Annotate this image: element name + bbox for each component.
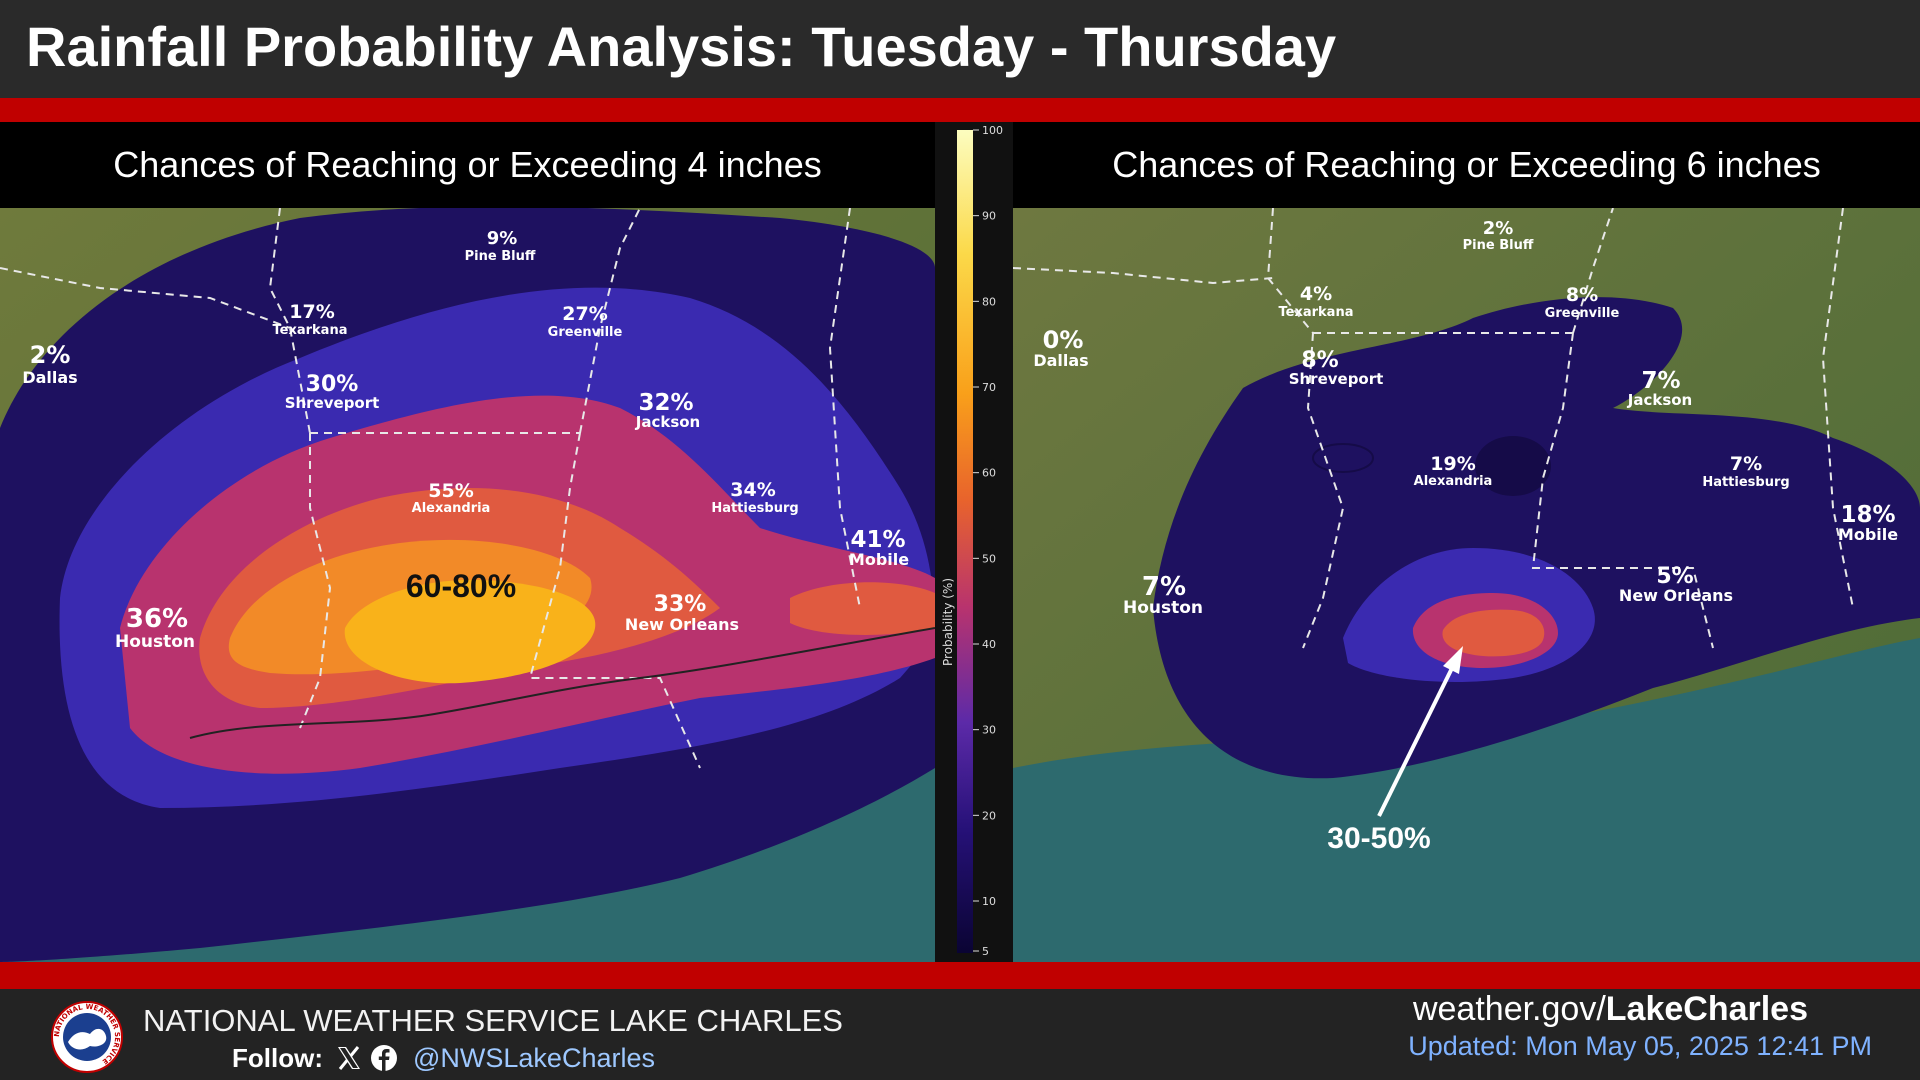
website-prefix: weather.gov/: [1412, 990, 1606, 1028]
bottom-red-band: [0, 962, 1920, 989]
max-probability-label: 30-50%: [1327, 822, 1430, 855]
city-pct: 8%: [1301, 348, 1338, 373]
arrow-head: [1443, 646, 1463, 674]
state-borders: [1013, 208, 1854, 649]
city-pct: 5%: [1656, 564, 1693, 589]
cloud-icon: [68, 1028, 107, 1050]
legend-tick-label: 40: [982, 638, 996, 651]
city-pct: 33%: [654, 592, 707, 617]
city-name: Pine Bluff: [465, 249, 536, 264]
city-pct: 2%: [30, 341, 71, 369]
city-pct: 0%: [1043, 326, 1084, 354]
prob-zone-5-20: [1153, 297, 1920, 779]
updated-timestamp: Updated: Mon May 05, 2025 12:41 PM: [1408, 1031, 1872, 1061]
website-office: LakeCharles: [1605, 990, 1808, 1028]
city-pct: 19%: [1430, 453, 1475, 475]
city-name: Shreveport: [1289, 370, 1384, 388]
city-name: Pine Bluff: [1463, 238, 1534, 253]
city-pct: 41%: [850, 527, 905, 553]
prob-zone-hole: [1312, 443, 1374, 473]
city-pct: 36%: [126, 604, 188, 634]
city-name: Greenville: [548, 325, 623, 340]
facebook-icon[interactable]: [370, 1044, 398, 1072]
city-pct: 34%: [730, 479, 775, 501]
legend-tick-label: 60: [982, 467, 996, 480]
right-panel-subtitle: Chances of Reaching or Exceeding 6 inche…: [1013, 122, 1920, 208]
colorbar-ramp: [957, 130, 973, 953]
probability-legend: 100 90 80 70 60 50 40 30 20 10 5 Probability (%): [935, 122, 1013, 962]
city-name: Jackson: [635, 413, 700, 431]
right-map-panel: Chances of Reaching or Exceeding 6 inche…: [1013, 122, 1920, 962]
coastline: [189, 627, 935, 739]
city-pct: 7%: [1730, 453, 1762, 475]
right-map: 2% Pine Bluff 4% Texarkana 8% Greenville…: [1013, 208, 1920, 962]
city-pct: 32%: [638, 390, 693, 416]
city-pct: 17%: [289, 301, 334, 323]
city-pct: 30%: [306, 372, 359, 397]
legend-colorbar: 100 90 80 70 60 50 40 30 20 10 5 Probability (%): [941, 124, 1003, 958]
header-bar: Rainfall Probability Analysis: Tuesday -…: [0, 0, 1920, 98]
follow-text: Follow:: [232, 1043, 323, 1073]
legend-tick-label: 10: [982, 895, 996, 908]
legend-tick-label: 20: [982, 809, 996, 822]
nws-logo: NATIONAL WEATHER SERVICE: [51, 1001, 123, 1073]
city-name: Houston: [1123, 598, 1203, 618]
city-name: Hattiesburg: [1702, 475, 1789, 490]
city-name: Alexandria: [412, 501, 491, 516]
left-map-panel: Chances of Reaching or Exceeding 4 inche…: [0, 122, 935, 962]
annotation-arrow: [1377, 655, 1460, 817]
legend-tick-label: 80: [982, 295, 996, 308]
gulf-water: [1013, 638, 1920, 962]
city-name: Jackson: [1627, 391, 1692, 409]
city-name: Alexandria: [1414, 474, 1493, 489]
city-name: Texarkana: [1279, 305, 1354, 320]
city-pct: 7%: [1641, 368, 1680, 394]
prob-zone-60-80: [344, 579, 596, 684]
city-name: Dallas: [22, 368, 77, 387]
follow-label: Follow:: [232, 1043, 323, 1074]
city-name: New Orleans: [625, 615, 739, 634]
city-pct: 4%: [1300, 283, 1332, 305]
city-name: Hattiesburg: [711, 501, 798, 516]
city-name: Texarkana: [273, 323, 348, 338]
city-name: Greenville: [1545, 306, 1620, 321]
prob-zone-40-50: [1442, 609, 1545, 657]
legend-tick-label: 50: [982, 552, 996, 565]
footer-bar: [0, 989, 1920, 1080]
prob-zone-hole: [1475, 436, 1551, 496]
max-probability-label: 60-80%: [406, 568, 516, 604]
x-social-icon[interactable]: [335, 1044, 363, 1072]
city-pct: 8%: [1566, 284, 1598, 306]
legend-tick-label: 70: [982, 381, 996, 394]
legend-tick-label: 100: [982, 124, 1003, 137]
social-handle-link[interactable]: @NWSLakeCharles: [413, 1043, 655, 1073]
city-pct: 9%: [487, 228, 518, 249]
website-link[interactable]: weather.gov/LakeCharles: [1413, 990, 1808, 1029]
city-pct: 2%: [1483, 218, 1514, 239]
page-title: Rainfall Probability Analysis: Tuesday -…: [26, 15, 1337, 78]
legend-tick-label: 5: [982, 945, 989, 958]
top-red-band: [0, 98, 1920, 122]
city-pct: 18%: [1840, 502, 1895, 528]
city-name: New Orleans: [1619, 586, 1733, 605]
state-borders: [0, 208, 861, 769]
legend-tick-label: 90: [982, 210, 996, 223]
nws-organization-name: NATIONAL WEATHER SERVICE LAKE CHARLES: [143, 1003, 843, 1038]
left-map: 9% Pine Bluff 17% Texarkana 27% Greenvil…: [0, 208, 935, 962]
city-name: Shreveport: [285, 394, 380, 412]
city-pct: 55%: [428, 480, 473, 502]
city-labels: 9% Pine Bluff 17% Texarkana 27% Greenvil…: [22, 228, 909, 652]
city-name: Houston: [115, 632, 195, 652]
legend-tick-label: 30: [982, 724, 996, 737]
city-pct: 27%: [562, 303, 607, 325]
city-pct: 7%: [1142, 572, 1186, 602]
city-name: Dallas: [1033, 351, 1088, 370]
left-panel-subtitle: Chances of Reaching or Exceeding 4 inche…: [0, 122, 935, 208]
legend-title: Probability (%): [941, 578, 955, 666]
city-name: Mobile: [1838, 525, 1898, 544]
city-name: Mobile: [849, 550, 909, 569]
city-labels: 2% Pine Bluff 4% Texarkana 8% Greenville…: [1033, 218, 1898, 618]
